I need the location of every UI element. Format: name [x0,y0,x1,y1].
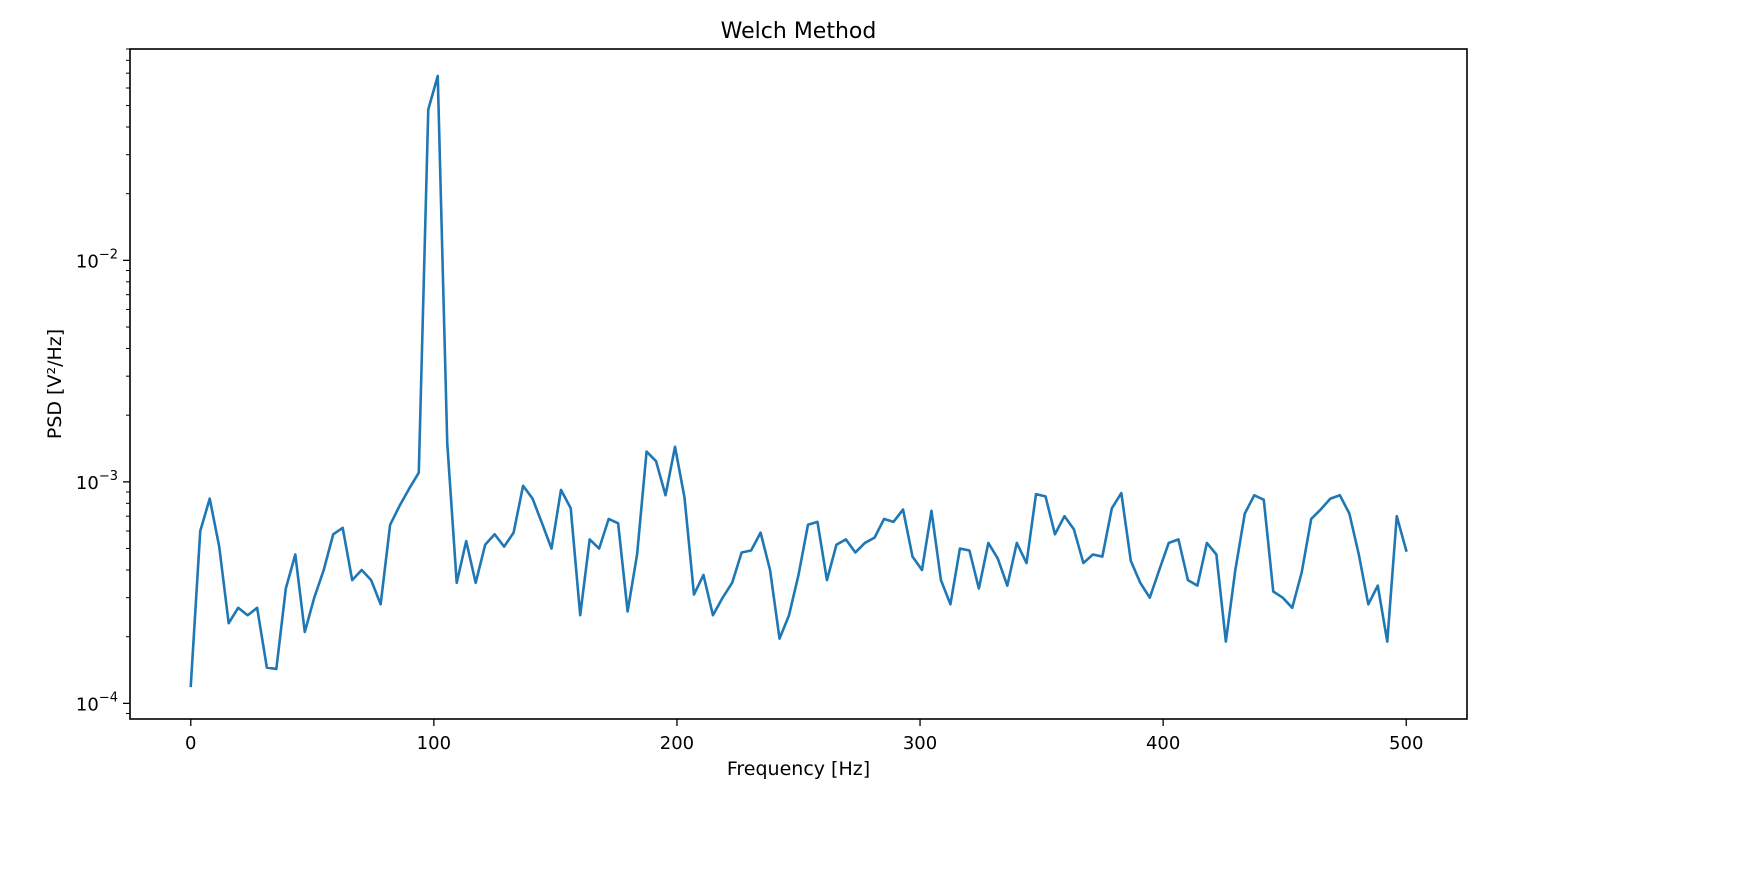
y-tick-label-exponent: −3 [99,469,118,484]
chart-title: Welch Method [721,19,877,44]
x-tick-label: 300 [903,733,937,754]
y-tick-label-base: 10 [76,473,99,494]
y-tick-label: 10−3 [76,469,118,494]
x-tick-label: 200 [660,733,694,754]
y-axis: 10−410−310−2 [76,48,130,715]
x-tick-label: 400 [1146,733,1180,754]
y-tick-label-base: 10 [76,251,99,272]
x-axis: 0 100 200 300 400 500 [185,719,1423,754]
plot-area [129,48,1468,720]
y-tick-label: 10−2 [76,247,118,272]
x-tick-label: 0 [185,733,196,754]
y-tick-label-exponent: −4 [99,690,118,705]
x-tick-label: 100 [417,733,451,754]
y-tick-label: 10−4 [76,690,118,715]
series-layer [189,74,1408,688]
y-tick-label-base: 10 [76,694,99,715]
series-line [189,74,1408,688]
y-tick-label-exponent: −2 [99,247,118,262]
axes-frame [129,48,1468,720]
y-axis-label: PSD [V²/Hz] [44,329,66,439]
x-axis-label: Frequency [Hz] [727,758,870,780]
plot-background [130,49,1467,719]
x-tick-label: 500 [1389,733,1423,754]
